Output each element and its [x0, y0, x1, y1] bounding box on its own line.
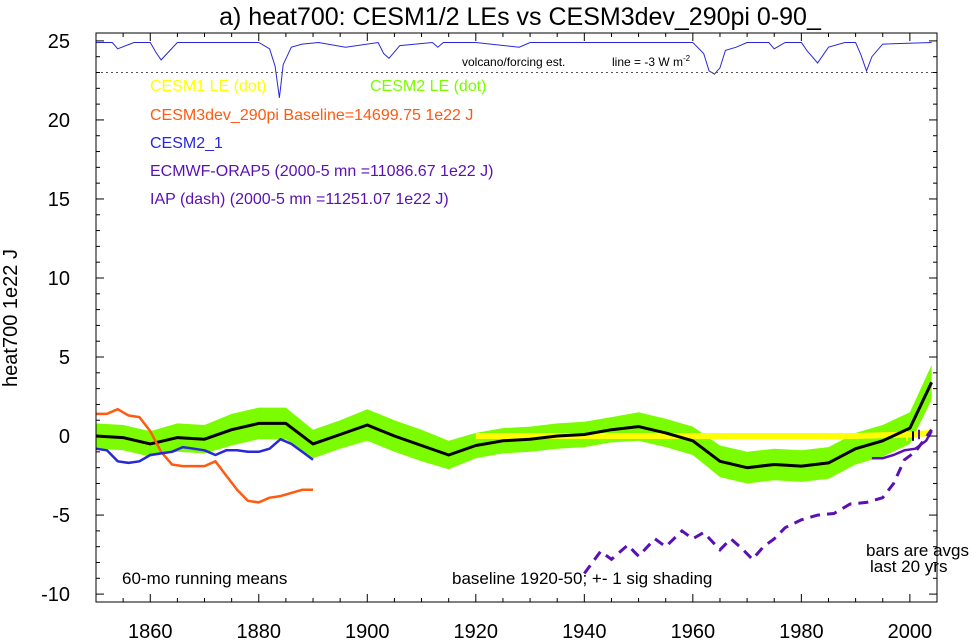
line-scale-superscript: -2 [683, 54, 691, 63]
series-cesm1-le [475, 429, 932, 439]
x-tick-label: 1900 [345, 621, 390, 641]
x-tick-label: 1920 [454, 621, 499, 641]
axis-ticks: 1860 1880 1900 1920 1940 1960 1980 2000 -10 -5 0 5 1… [41, 31, 938, 641]
legend-iap: IAP (dash) (2000-5 mn =11251.07 1e22 J) [150, 191, 449, 208]
series-cesm3dev [96, 407, 313, 504]
legend-cesm1: CESM1 LE (dot) [150, 78, 266, 95]
plot-area [95, 41, 933, 575]
x-tick-label: 1980 [779, 621, 824, 641]
y-tick-label: 10 [48, 268, 70, 290]
y-tick-label: 5 [59, 347, 70, 369]
x-tick-label: 1960 [671, 621, 716, 641]
bars-note-line1: bars are avgs [866, 541, 969, 560]
bars-note-line2: last 20 yrs [870, 557, 947, 576]
y-tick-label: -10 [41, 584, 70, 606]
legend-orap5: ECMWF-ORAP5 (2000-5 mn =11086.67 1e22 J) [150, 163, 493, 180]
y-tick-label: 0 [59, 426, 70, 448]
series-volcano-forcing [96, 41, 932, 98]
legend: CESM1 LE (dot) CESM2 LE (dot) CESM3dev_2… [150, 78, 493, 208]
x-tick-label: 2000 [888, 621, 933, 641]
running-means-note: 60-mo running means [122, 569, 287, 588]
y-tick-label: -5 [52, 505, 70, 527]
y-axis-label: heat700 1e22 J [0, 249, 22, 387]
y-tick-label: 25 [48, 31, 70, 53]
legend-cesm2-1: CESM2_1 [150, 135, 223, 152]
plot-frame [95, 32, 938, 603]
line-scale-text: line = -3 W m [612, 55, 683, 69]
x-tick-label: 1860 [128, 621, 173, 641]
chart-title: a) heat700: CESM1/2 LEs vs CESM3dev_290p… [219, 3, 822, 31]
series-cesm2-le-mean [95, 381, 933, 470]
series-lines [95, 41, 933, 575]
series-cesm2-1 [95, 437, 314, 465]
x-tick-label: 1940 [562, 621, 607, 641]
legend-cesm2: CESM2 LE (dot) [370, 78, 486, 95]
spread-shading [96, 364, 932, 484]
series-ecmwf-orap5 [871, 430, 933, 460]
y-tick-label: 15 [48, 189, 70, 211]
series-iap [583, 428, 933, 575]
legend-cesm3dev: CESM3dev_290pi Baseline=14699.75 1e22 J [150, 107, 473, 124]
baseline-note: baseline 1920-50; +- 1 sig shading [452, 569, 712, 588]
x-tick-label: 1880 [237, 621, 282, 641]
line-scale-label: line = -3 W m-2 [612, 54, 691, 69]
volcano-label: volcano/forcing est. [462, 55, 565, 69]
y-tick-label: 20 [48, 110, 70, 132]
ensemble-spread-band [96, 364, 932, 484]
